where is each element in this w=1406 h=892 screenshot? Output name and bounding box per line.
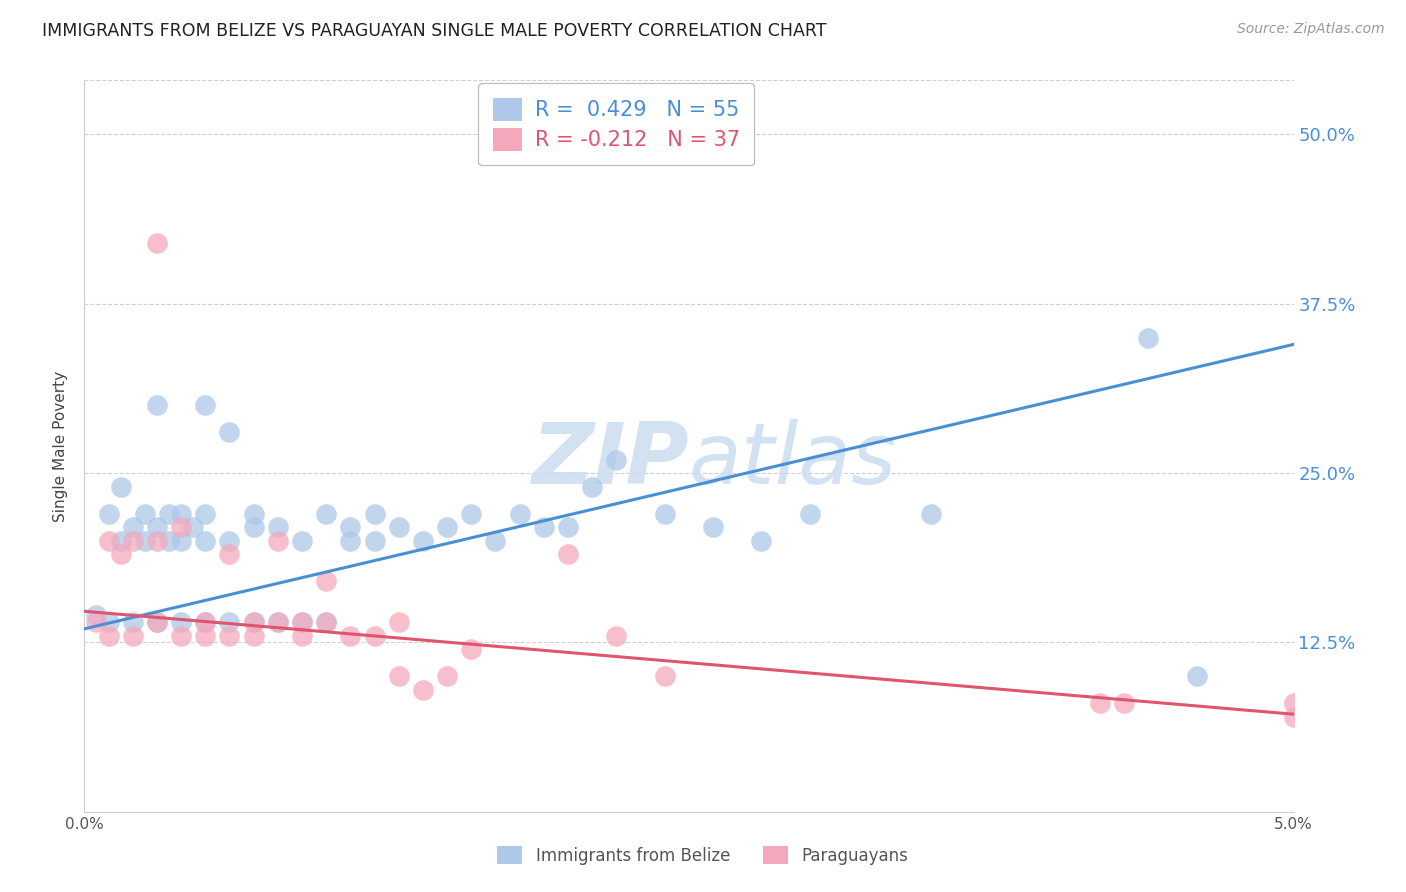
- Point: [363, 533, 385, 548]
- Point: [1282, 710, 1305, 724]
- Point: [388, 669, 411, 683]
- Point: [920, 507, 942, 521]
- Point: [388, 615, 411, 629]
- Point: [412, 682, 434, 697]
- Point: [110, 480, 132, 494]
- Point: [146, 398, 169, 412]
- Text: Source: ZipAtlas.com: Source: ZipAtlas.com: [1237, 22, 1385, 37]
- Point: [146, 520, 169, 534]
- Point: [146, 235, 169, 250]
- Point: [146, 615, 169, 629]
- Point: [86, 615, 108, 629]
- Point: [121, 615, 143, 629]
- Point: [157, 533, 180, 548]
- Point: [605, 629, 627, 643]
- Legend: Immigrants from Belize, Paraguayans: Immigrants from Belize, Paraguayans: [488, 836, 918, 875]
- Point: [1088, 697, 1111, 711]
- Point: [134, 507, 156, 521]
- Point: [291, 615, 314, 629]
- Point: [170, 615, 193, 629]
- Point: [436, 520, 458, 534]
- Point: [121, 629, 143, 643]
- Point: [315, 507, 337, 521]
- Point: [654, 669, 676, 683]
- Point: [1114, 697, 1136, 711]
- Point: [557, 520, 579, 534]
- Point: [267, 615, 290, 629]
- Point: [291, 533, 314, 548]
- Point: [157, 507, 180, 521]
- Point: [1185, 669, 1208, 683]
- Point: [460, 642, 482, 657]
- Point: [605, 452, 627, 467]
- Point: [242, 629, 264, 643]
- Point: [218, 547, 240, 561]
- Point: [267, 520, 290, 534]
- Point: [170, 507, 193, 521]
- Point: [218, 629, 240, 643]
- Point: [1137, 331, 1160, 345]
- Point: [194, 398, 217, 412]
- Point: [242, 615, 264, 629]
- Point: [97, 533, 120, 548]
- Point: [654, 507, 676, 521]
- Point: [315, 615, 337, 629]
- Point: [799, 507, 821, 521]
- Point: [1282, 697, 1305, 711]
- Point: [460, 507, 482, 521]
- Point: [315, 615, 337, 629]
- Point: [121, 533, 143, 548]
- Point: [194, 507, 217, 521]
- Point: [339, 533, 361, 548]
- Point: [110, 547, 132, 561]
- Point: [363, 507, 385, 521]
- Point: [86, 608, 108, 623]
- Point: [97, 629, 120, 643]
- Point: [170, 533, 193, 548]
- Point: [97, 615, 120, 629]
- Y-axis label: Single Male Poverty: Single Male Poverty: [53, 370, 69, 522]
- Point: [170, 520, 193, 534]
- Point: [339, 629, 361, 643]
- Point: [242, 507, 264, 521]
- Point: [146, 615, 169, 629]
- Point: [194, 533, 217, 548]
- Legend: R =  0.429   N = 55, R = -0.212   N = 37: R = 0.429 N = 55, R = -0.212 N = 37: [478, 83, 755, 165]
- Point: [218, 533, 240, 548]
- Point: [702, 520, 724, 534]
- Point: [581, 480, 603, 494]
- Point: [484, 533, 506, 548]
- Point: [436, 669, 458, 683]
- Point: [363, 629, 385, 643]
- Text: atlas: atlas: [689, 419, 897, 502]
- Point: [218, 615, 240, 629]
- Point: [291, 615, 314, 629]
- Point: [412, 533, 434, 548]
- Point: [134, 533, 156, 548]
- Point: [170, 629, 193, 643]
- Text: IMMIGRANTS FROM BELIZE VS PARAGUAYAN SINGLE MALE POVERTY CORRELATION CHART: IMMIGRANTS FROM BELIZE VS PARAGUAYAN SIN…: [42, 22, 827, 40]
- Point: [388, 520, 411, 534]
- Point: [315, 574, 337, 589]
- Point: [110, 533, 132, 548]
- Point: [291, 629, 314, 643]
- Point: [146, 533, 169, 548]
- Text: ZIP: ZIP: [531, 419, 689, 502]
- Point: [218, 425, 240, 440]
- Point: [533, 520, 555, 534]
- Point: [181, 520, 204, 534]
- Point: [194, 629, 217, 643]
- Point: [557, 547, 579, 561]
- Point: [509, 507, 531, 521]
- Point: [194, 615, 217, 629]
- Point: [242, 615, 264, 629]
- Point: [267, 615, 290, 629]
- Point: [121, 520, 143, 534]
- Point: [267, 533, 290, 548]
- Point: [242, 520, 264, 534]
- Point: [97, 507, 120, 521]
- Point: [339, 520, 361, 534]
- Point: [751, 533, 773, 548]
- Point: [194, 615, 217, 629]
